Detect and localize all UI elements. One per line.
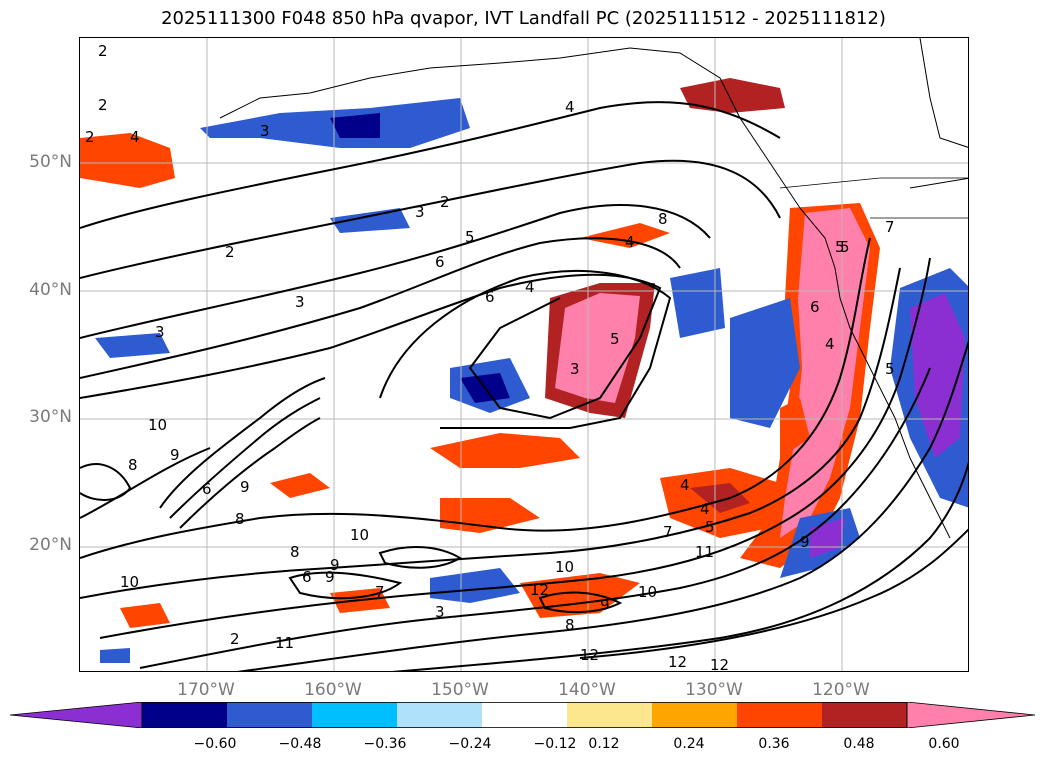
map-panel[interactable]: 2 2 3 4 3 2 5 6 2 3 3 6 4 8 4 5 3 5 4 5 7 6 10 9 8 6 9 8 10 9 8 9 10 10 7 6…	[79, 37, 969, 672]
colorbar-tick: −0.60	[193, 736, 237, 752]
colorbar-bin	[822, 702, 907, 728]
colorbar-tick: 0.12	[588, 736, 620, 752]
contour-label: 5	[840, 238, 850, 256]
negative-anomaly-shading	[95, 98, 968, 663]
contour-label: 5	[885, 360, 895, 378]
contour-label: 6	[435, 253, 445, 271]
contour-label: 4	[525, 278, 535, 296]
contour-label: 12	[530, 581, 550, 599]
contour-label: 5	[610, 330, 620, 348]
contour-label: 9	[170, 446, 180, 464]
contour-label: 6	[810, 298, 820, 316]
contour-label: 7	[375, 583, 385, 601]
contour-label: 8	[290, 543, 300, 561]
contour-label: 4	[130, 128, 140, 146]
contour-label: 9	[800, 533, 810, 551]
contour-label: 10	[120, 573, 140, 591]
contour-label: 2	[440, 193, 450, 211]
lat-label-20n: 20°N	[29, 535, 72, 555]
colorbar-tick: −0.48	[278, 736, 322, 752]
contour-label: 2	[98, 96, 108, 114]
contour-label: 12	[710, 656, 730, 672]
contour-label: 10	[638, 583, 658, 601]
colorbar	[10, 702, 1036, 728]
contour-label: 2	[85, 128, 95, 146]
colorbar-tick: −0.36	[363, 736, 407, 752]
colorbar-bin	[312, 702, 397, 728]
coastlines	[219, 38, 968, 539]
contour-label: 4	[825, 335, 835, 353]
lat-label-50n: 50°N	[29, 152, 72, 172]
colorbar-bin	[142, 702, 227, 728]
contour-label: 3	[570, 360, 580, 378]
colorbar-bin	[227, 702, 312, 728]
contour-label: 12	[668, 653, 688, 671]
colorbar-tick: 0.60	[928, 736, 960, 752]
country-borders	[779, 177, 968, 219]
contour-label: 4	[565, 98, 575, 116]
ivt-contours	[80, 101, 968, 671]
colorbar-tick: 0.48	[843, 736, 875, 752]
lat-label-40n: 40°N	[29, 280, 72, 300]
colorbar-bin	[652, 702, 737, 728]
contour-label: 8	[565, 616, 575, 634]
contour-label: 6	[202, 480, 212, 498]
lat-label-30n: 30°N	[29, 407, 72, 427]
contour-label: 11	[275, 634, 295, 652]
contour-label: 7	[885, 218, 895, 236]
contour-label: 6	[302, 568, 312, 586]
lon-label-120w: 120°W	[812, 680, 870, 700]
colorbar-min-arrow	[10, 702, 143, 728]
colorbar-bin	[567, 702, 652, 728]
contour-label: 5	[465, 228, 475, 246]
contour-label: 9	[325, 568, 335, 586]
contour-label: 2	[225, 243, 235, 261]
contour-label: 4	[700, 500, 710, 518]
colorbar-bin	[737, 702, 822, 728]
contour-label: 3	[415, 203, 425, 221]
colorbar-tick: 0.36	[758, 736, 790, 752]
contour-label: 3	[155, 323, 165, 341]
colorbar-tick: −0.12	[533, 736, 577, 752]
lon-label-130w: 130°W	[685, 680, 743, 700]
contour-label: 3	[435, 603, 445, 621]
colorbar-tick: 0.24	[673, 736, 705, 752]
map-title: 2025111300 F048 850 hPa qvapor, IVT Land…	[161, 8, 886, 29]
map-canvas	[80, 38, 968, 671]
contour-label: 7	[663, 523, 673, 541]
contour-label: 5	[705, 518, 715, 536]
contour-label: 2	[98, 42, 108, 60]
colorbar-bin	[482, 702, 567, 728]
contour-label: 9	[600, 596, 610, 614]
contour-label: 4	[625, 233, 635, 251]
lon-label-150w: 150°W	[431, 680, 489, 700]
contour-label: 2	[230, 630, 240, 648]
contour-label: 5	[835, 238, 845, 256]
positive-anomaly-shading	[80, 78, 880, 628]
contour-labels: 2 2 3 4 3 2 5 6 2 3 3 6 4 8 4 5 3 5 4 5 7 6 10 9 8 6 9 8 10 9 8 9 10 10 7 6…	[80, 38, 968, 672]
contour-label: 8	[128, 456, 138, 474]
contour-label: 4	[680, 476, 690, 494]
contour-label: 6	[485, 288, 495, 306]
lon-label-140w: 140°W	[558, 680, 616, 700]
colorbar-tick: −0.24	[448, 736, 492, 752]
contour-label: 8	[235, 510, 245, 528]
contour-label: 3	[295, 293, 305, 311]
contour-label: 3	[260, 122, 270, 140]
contour-label: 11	[695, 543, 715, 561]
colorbar-max-arrow	[906, 702, 1036, 728]
contour-label: 12	[580, 646, 600, 664]
lon-label-170w: 170°W	[177, 680, 235, 700]
contour-label: 10	[350, 526, 370, 544]
contour-label: 10	[148, 416, 168, 434]
lon-label-160w: 160°W	[304, 680, 362, 700]
contour-label: 8	[658, 210, 668, 228]
colorbar-bin	[397, 702, 482, 728]
contour-label: 9	[240, 478, 250, 496]
contour-label: 10	[555, 558, 575, 576]
contour-label: 9	[330, 556, 340, 574]
